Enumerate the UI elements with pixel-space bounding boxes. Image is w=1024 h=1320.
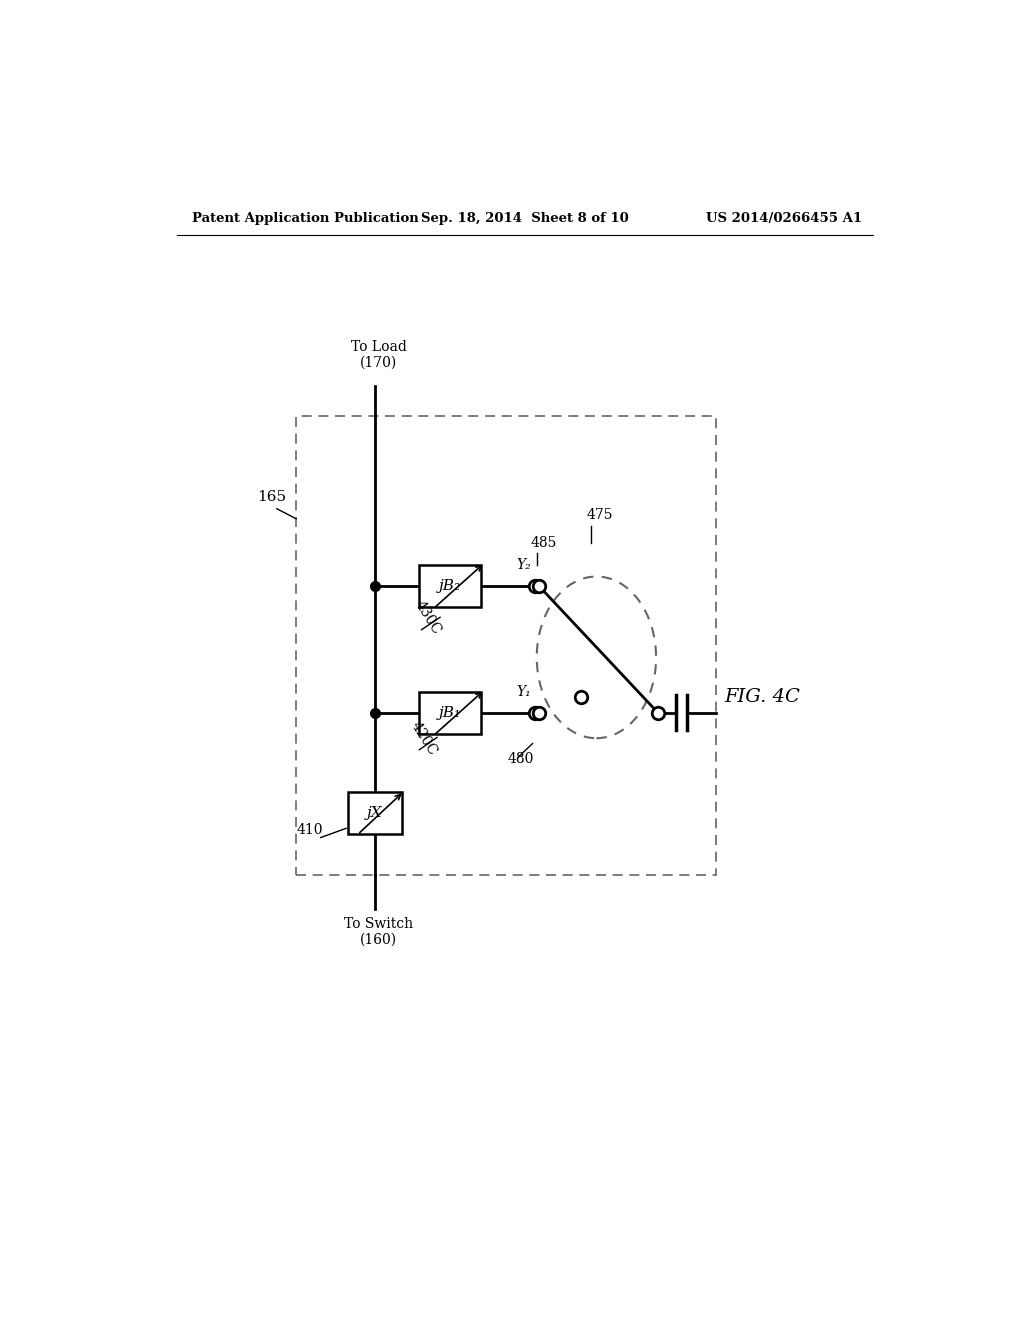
Text: To Switch
(160): To Switch (160) — [344, 917, 413, 946]
Text: Y₂: Y₂ — [516, 558, 531, 572]
Bar — [348, 792, 401, 834]
Text: 420C: 420C — [408, 719, 439, 758]
Text: 430C: 430C — [412, 598, 443, 638]
Text: 475: 475 — [587, 508, 613, 521]
Text: jB₂: jB₂ — [439, 578, 461, 593]
Text: Sep. 18, 2014  Sheet 8 of 10: Sep. 18, 2014 Sheet 8 of 10 — [421, 213, 629, 224]
Bar — [419, 565, 481, 607]
Text: US 2014/0266455 A1: US 2014/0266455 A1 — [706, 213, 862, 224]
Text: jB₁: jB₁ — [439, 706, 461, 719]
Text: 485: 485 — [531, 536, 557, 550]
Text: FIG. 4C: FIG. 4C — [724, 689, 800, 706]
Text: To Load
(170): To Load (170) — [350, 341, 407, 370]
Text: 410: 410 — [296, 824, 323, 837]
Bar — [296, 416, 716, 875]
Bar — [419, 692, 481, 734]
Text: 165: 165 — [258, 490, 287, 504]
Text: jX: jX — [367, 807, 382, 820]
Text: 480: 480 — [508, 752, 535, 766]
Text: Patent Application Publication: Patent Application Publication — [193, 213, 419, 224]
Text: Y₁: Y₁ — [516, 685, 531, 700]
